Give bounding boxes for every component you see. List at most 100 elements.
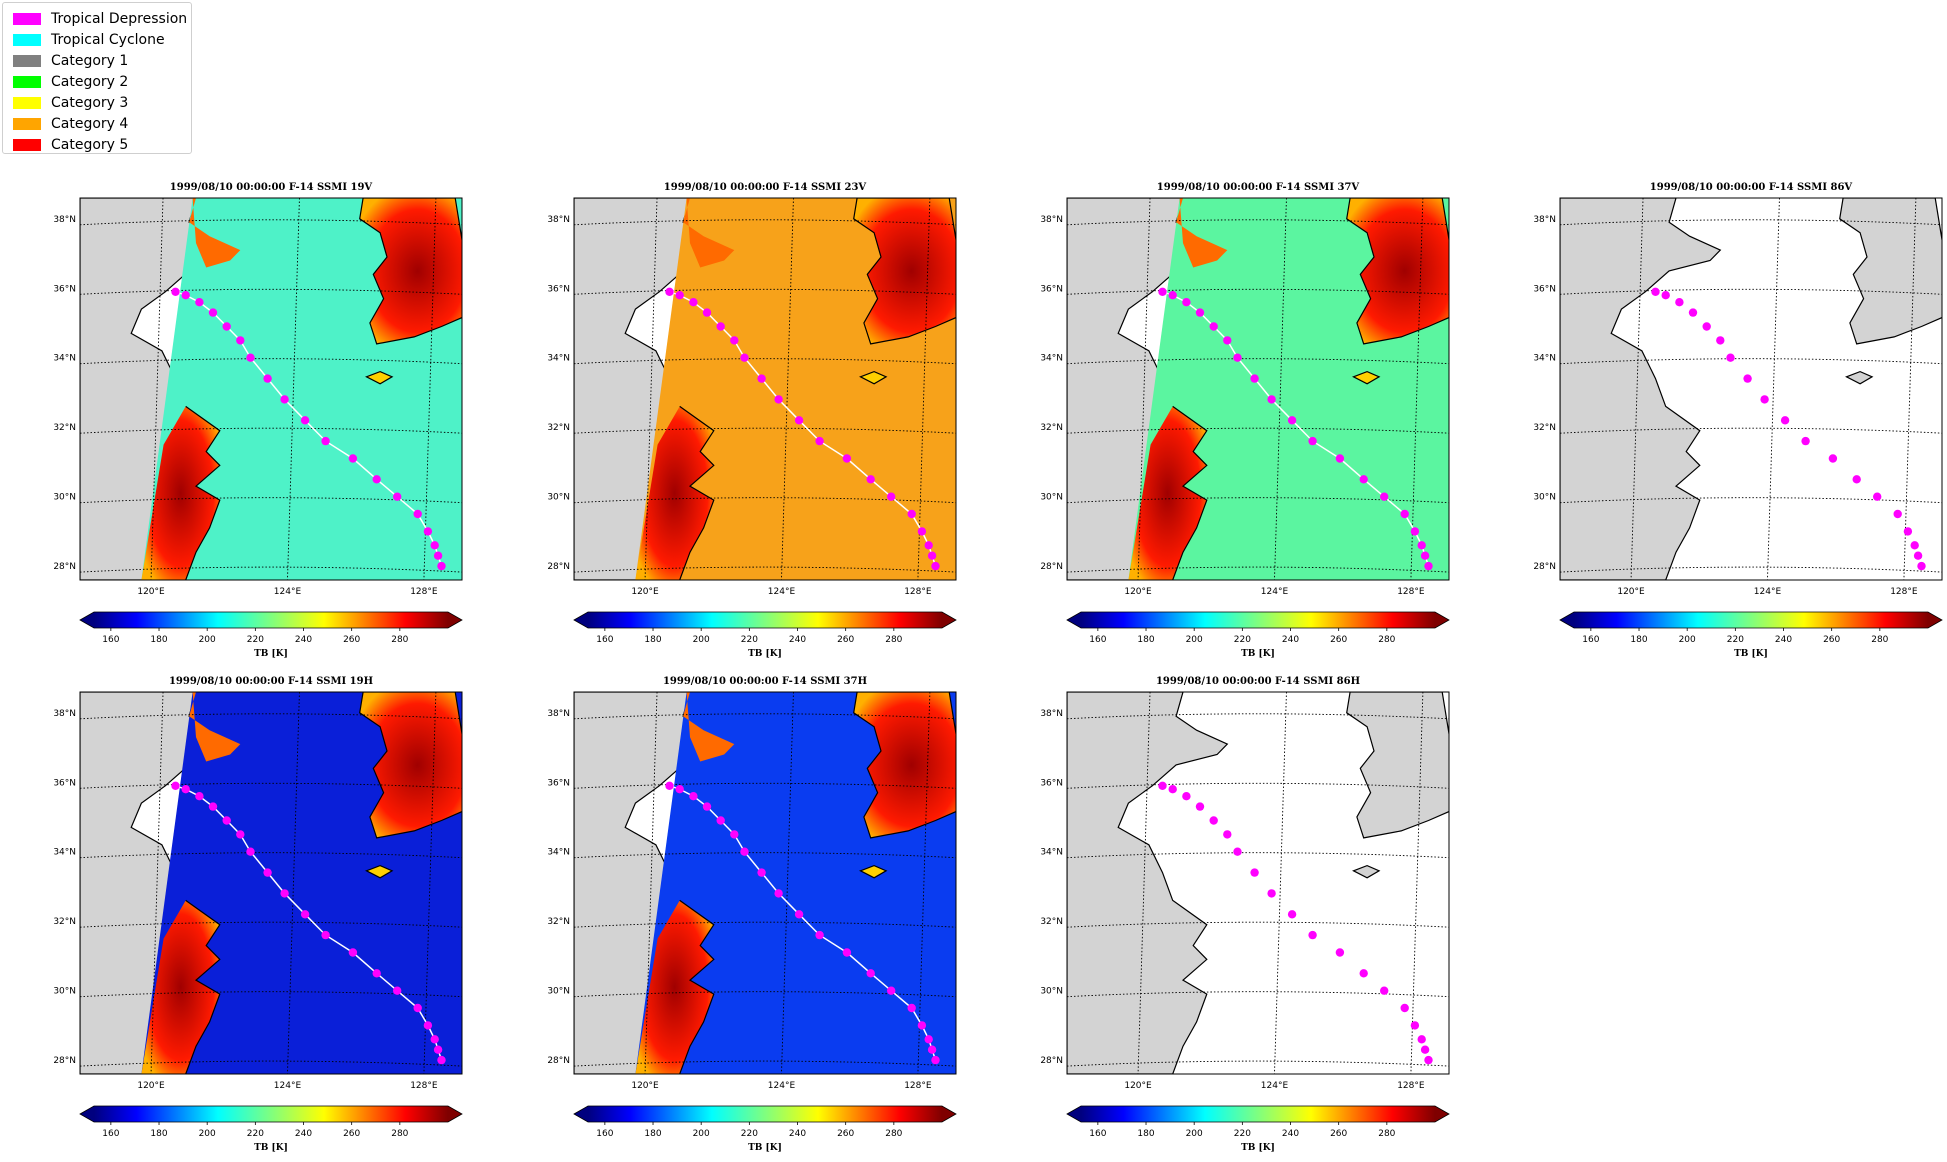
colorbar-tick-label: 200: [199, 1129, 216, 1139]
panel-title: 1999/08/10 00:00:00 F-14 SSMI 86H: [1156, 676, 1360, 687]
colorbar-tick-label: 220: [1727, 635, 1744, 645]
track-point: [730, 336, 739, 345]
jeju-island: [365, 370, 394, 385]
longitude-gridline: [423, 198, 437, 580]
track-point: [774, 395, 783, 404]
track-point: [665, 287, 674, 296]
map-frame: [1066, 197, 1450, 581]
track-point: [1209, 816, 1218, 825]
colorbar-extend-high: [448, 612, 462, 628]
legend-swatch: [13, 13, 41, 25]
track-point: [181, 785, 190, 794]
panel-title: 1999/08/10 00:00:00 F-14 SSMI 86V: [1650, 182, 1853, 193]
track-point: [423, 527, 433, 536]
colorbar-gradient: [94, 612, 448, 628]
swath-land-zhejiang: [141, 406, 220, 580]
track-point: [1182, 792, 1191, 801]
track-point: [413, 509, 422, 519]
longitude-gridline: [150, 692, 164, 1074]
latitude-label: 36°N: [53, 284, 76, 294]
latitude-label: 32°N: [1040, 423, 1063, 433]
colorbar-label: TB [K]: [748, 1143, 782, 1153]
latitude-label: 30°N: [53, 493, 76, 503]
track-point: [1158, 781, 1167, 790]
track-point: [1195, 802, 1205, 811]
longitude-gridline: [1274, 692, 1287, 1074]
legend-label: Tropical Depression: [51, 11, 188, 27]
longitude-gridline: [1767, 198, 1780, 580]
jeju-island: [1352, 864, 1381, 879]
colorbar: 160 180 200 220 240 260 280 TB [K]: [573, 611, 957, 659]
jeju-island: [1352, 370, 1381, 385]
legend-label: Category 2: [51, 74, 129, 90]
track-point: [433, 551, 443, 560]
swath-land-shandong: [683, 692, 735, 762]
map-panel: 1999/08/10 00:00:00 F-14 SSMI 37H 38°N 36°…: [547, 676, 957, 1153]
track-point: [1308, 930, 1317, 940]
track-point: [842, 948, 852, 957]
colorbar-tick-label: 240: [295, 1129, 312, 1139]
track-point: [675, 785, 684, 794]
track-point: [437, 561, 446, 571]
track-point: [917, 1021, 927, 1030]
track-point: [740, 847, 749, 856]
track-point: [1801, 436, 1810, 446]
track-point: [430, 1035, 439, 1044]
track-point: [757, 868, 766, 877]
latitude-label: 36°N: [547, 778, 570, 788]
latitude-label: 28°N: [53, 562, 76, 572]
track-point: [433, 1045, 443, 1054]
colorbar-tick-label: 260: [837, 635, 854, 645]
track-point: [924, 1035, 933, 1044]
track-point: [437, 1055, 446, 1065]
track-point: [931, 1055, 940, 1065]
longitude-label: 124°E: [768, 1081, 796, 1091]
track-point: [1780, 416, 1790, 425]
latitude-label: 34°N: [53, 354, 76, 364]
legend-swatch: [13, 118, 41, 130]
longitude-gridline: [644, 198, 658, 580]
track-point: [1335, 454, 1345, 463]
colorbar-extend-low: [80, 612, 94, 628]
longitude-gridline: [287, 692, 300, 1074]
map-frame: [1559, 197, 1943, 581]
colorbar: 160 180 200 220 240 260 280 TB [K]: [1066, 1105, 1450, 1153]
latitude-label: 28°N: [1040, 562, 1063, 572]
track-point: [702, 308, 712, 317]
track-point: [842, 454, 852, 463]
colorbar-tick-label: 260: [1330, 635, 1347, 645]
track-point: [1335, 948, 1345, 957]
map-panel: 1999/08/10 00:00:00 F-14 SSMI 86H 38°N 36°…: [1040, 676, 1450, 1153]
colorbar-tick-label: 260: [1330, 1129, 1347, 1139]
panel-title: 1999/08/10 00:00:00 F-14 SSMI 37H: [663, 676, 867, 687]
longitude-label: 120°E: [631, 1081, 659, 1091]
colorbar-extend-low: [1560, 612, 1574, 628]
longitude-gridline: [287, 198, 300, 580]
swath-land-korea: [853, 692, 956, 839]
map-frame: [573, 197, 957, 581]
longitude-gridline: [781, 198, 794, 580]
colorbar-gradient: [1574, 612, 1928, 628]
track-point: [675, 291, 684, 300]
colorbar: 160 180 200 220 240 260 280 TB [K]: [573, 1105, 957, 1153]
track-point: [1410, 1021, 1420, 1030]
track-point: [1267, 889, 1276, 898]
longitude-label: 128°E: [904, 1081, 932, 1091]
colorbar-tick-label: 280: [1378, 1129, 1395, 1139]
track-point: [907, 509, 916, 519]
colorbar-tick-label: 260: [343, 635, 360, 645]
track-point: [372, 475, 381, 484]
colorbar-tick-label: 220: [741, 1129, 758, 1139]
legend-swatch: [13, 97, 41, 109]
track-point: [1359, 475, 1368, 484]
longitude-gridline: [150, 198, 164, 580]
track-point: [1410, 527, 1420, 536]
colorbar-label: TB [K]: [254, 1143, 288, 1153]
track-point: [1913, 551, 1923, 560]
track-point: [1917, 561, 1926, 571]
track-point: [181, 291, 190, 300]
colorbar-gradient: [1081, 1106, 1435, 1122]
track-point: [1195, 308, 1205, 317]
track-point: [280, 395, 289, 404]
colorbar-tick-label: 160: [1582, 635, 1599, 645]
